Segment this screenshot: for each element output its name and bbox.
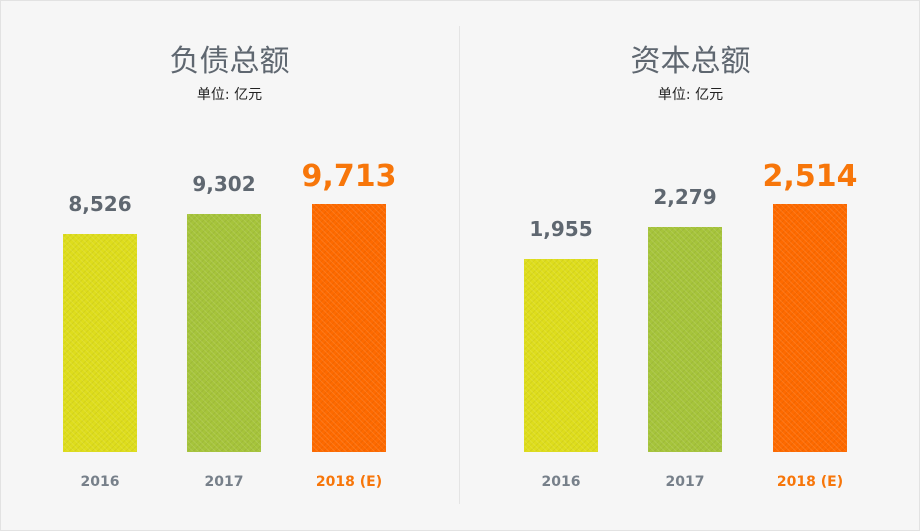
panel-title: 负债总额 bbox=[169, 44, 290, 79]
category-label: 2018 (E) bbox=[776, 474, 844, 490]
bar-value-label: 2,514 bbox=[762, 159, 858, 194]
category-label: 2017 bbox=[665, 474, 705, 490]
panel-unit: 单位: 亿元 bbox=[657, 87, 724, 103]
capital-panel: 资本总额 单位: 亿元 1,955 2016 2,279 2017 2,514 2018 … bbox=[461, 0, 920, 531]
bar-2016 bbox=[524, 259, 598, 452]
category-label: 2017 bbox=[204, 474, 244, 490]
category-label: 2016 bbox=[541, 474, 581, 490]
bar-value-label: 2,279 bbox=[653, 185, 717, 209]
bar-value-label: 9,302 bbox=[192, 172, 256, 196]
panel-title: 资本总额 bbox=[630, 44, 751, 79]
bar-2017 bbox=[187, 214, 261, 452]
category-label: 2018 (E) bbox=[315, 474, 383, 490]
bar-2017 bbox=[648, 227, 722, 452]
bar-2016 bbox=[63, 234, 137, 452]
bar-value-label: 9,713 bbox=[301, 159, 397, 194]
bar-value-label: 8,526 bbox=[68, 192, 132, 216]
bar-value-label: 1,955 bbox=[529, 217, 593, 241]
bar-2018-e bbox=[312, 204, 386, 452]
bar-2018-e bbox=[773, 204, 847, 452]
liabilities-panel: 负债总额 单位: 亿元 8,526 2016 9,302 2017 9,713 2018 … bbox=[0, 0, 459, 531]
category-label: 2016 bbox=[80, 474, 120, 490]
panel-divider bbox=[459, 26, 460, 504]
panel-unit: 单位: 亿元 bbox=[196, 87, 263, 103]
